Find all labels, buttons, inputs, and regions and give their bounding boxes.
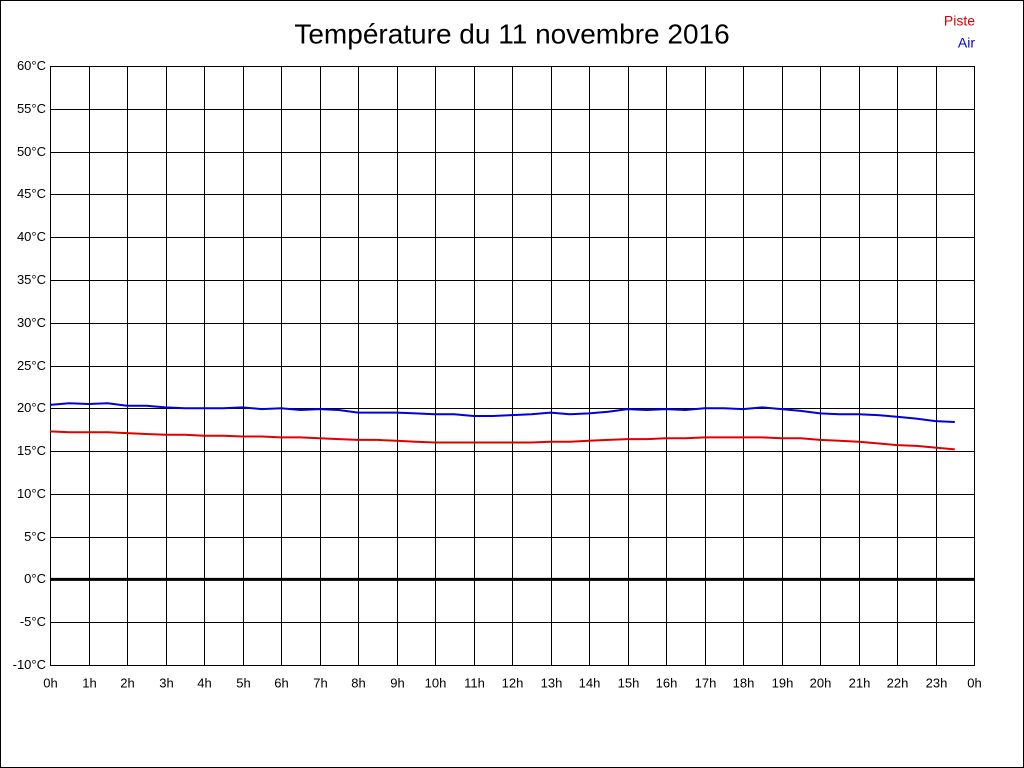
y-tick-label: 30°C bbox=[17, 315, 46, 330]
x-tick-label: 0h bbox=[43, 675, 57, 690]
x-tick-label: 9h bbox=[390, 675, 404, 690]
x-tick-label: 16h bbox=[656, 675, 678, 690]
y-tick-label: -10°C bbox=[13, 657, 46, 672]
x-tick-label: 6h bbox=[274, 675, 288, 690]
x-tick-label: 20h bbox=[810, 675, 832, 690]
legend-label: Piste bbox=[944, 13, 975, 29]
y-tick-label: 35°C bbox=[17, 272, 46, 287]
y-tick-label: 50°C bbox=[17, 144, 46, 159]
x-tick-label: 17h bbox=[695, 675, 717, 690]
x-tick-label: 2h bbox=[120, 675, 134, 690]
x-tick-label: 21h bbox=[849, 675, 871, 690]
x-tick-label: 4h bbox=[197, 675, 211, 690]
data-line bbox=[49, 402, 955, 423]
y-tick-label: 60°C bbox=[17, 58, 46, 73]
y-tick-label: 15°C bbox=[17, 443, 46, 458]
x-tick-label: 12h bbox=[502, 675, 524, 690]
legend-label: Air bbox=[958, 35, 975, 51]
y-tick-label: 20°C bbox=[17, 400, 46, 415]
y-tick-label: 40°C bbox=[17, 229, 46, 244]
x-tick-label: 14h bbox=[579, 675, 601, 690]
x-tick-label: 23h bbox=[926, 675, 948, 690]
data-line bbox=[49, 430, 955, 451]
x-tick-label: 15h bbox=[618, 675, 640, 690]
x-tick-label: 10h bbox=[425, 675, 447, 690]
plot-border bbox=[50, 66, 975, 666]
y-tick-label: 5°C bbox=[24, 529, 46, 544]
chart-title: Température du 11 novembre 2016 bbox=[294, 18, 729, 49]
x-tick-label: 19h bbox=[772, 675, 794, 690]
x-tick-label: 5h bbox=[236, 675, 250, 690]
x-tick-label: 1h bbox=[82, 675, 96, 690]
x-tick-label: 13h bbox=[541, 675, 563, 690]
y-tick-label: 25°C bbox=[17, 358, 46, 373]
x-tick-label: 0h bbox=[967, 675, 981, 690]
y-tick-label: 0°C bbox=[24, 571, 46, 586]
y-tick-label: 45°C bbox=[17, 186, 46, 201]
x-tick-label: 7h bbox=[313, 675, 327, 690]
y-tick-label: 55°C bbox=[17, 101, 46, 116]
x-tick-label: 11h bbox=[464, 675, 485, 690]
y-tick-label: 10°C bbox=[17, 486, 46, 501]
y-tick-label: -5°C bbox=[20, 614, 46, 629]
x-tick-label: 22h bbox=[887, 675, 909, 690]
x-tick-label: 3h bbox=[159, 675, 173, 690]
x-tick-label: 8h bbox=[351, 675, 365, 690]
x-tick-label: 18h bbox=[733, 675, 755, 690]
